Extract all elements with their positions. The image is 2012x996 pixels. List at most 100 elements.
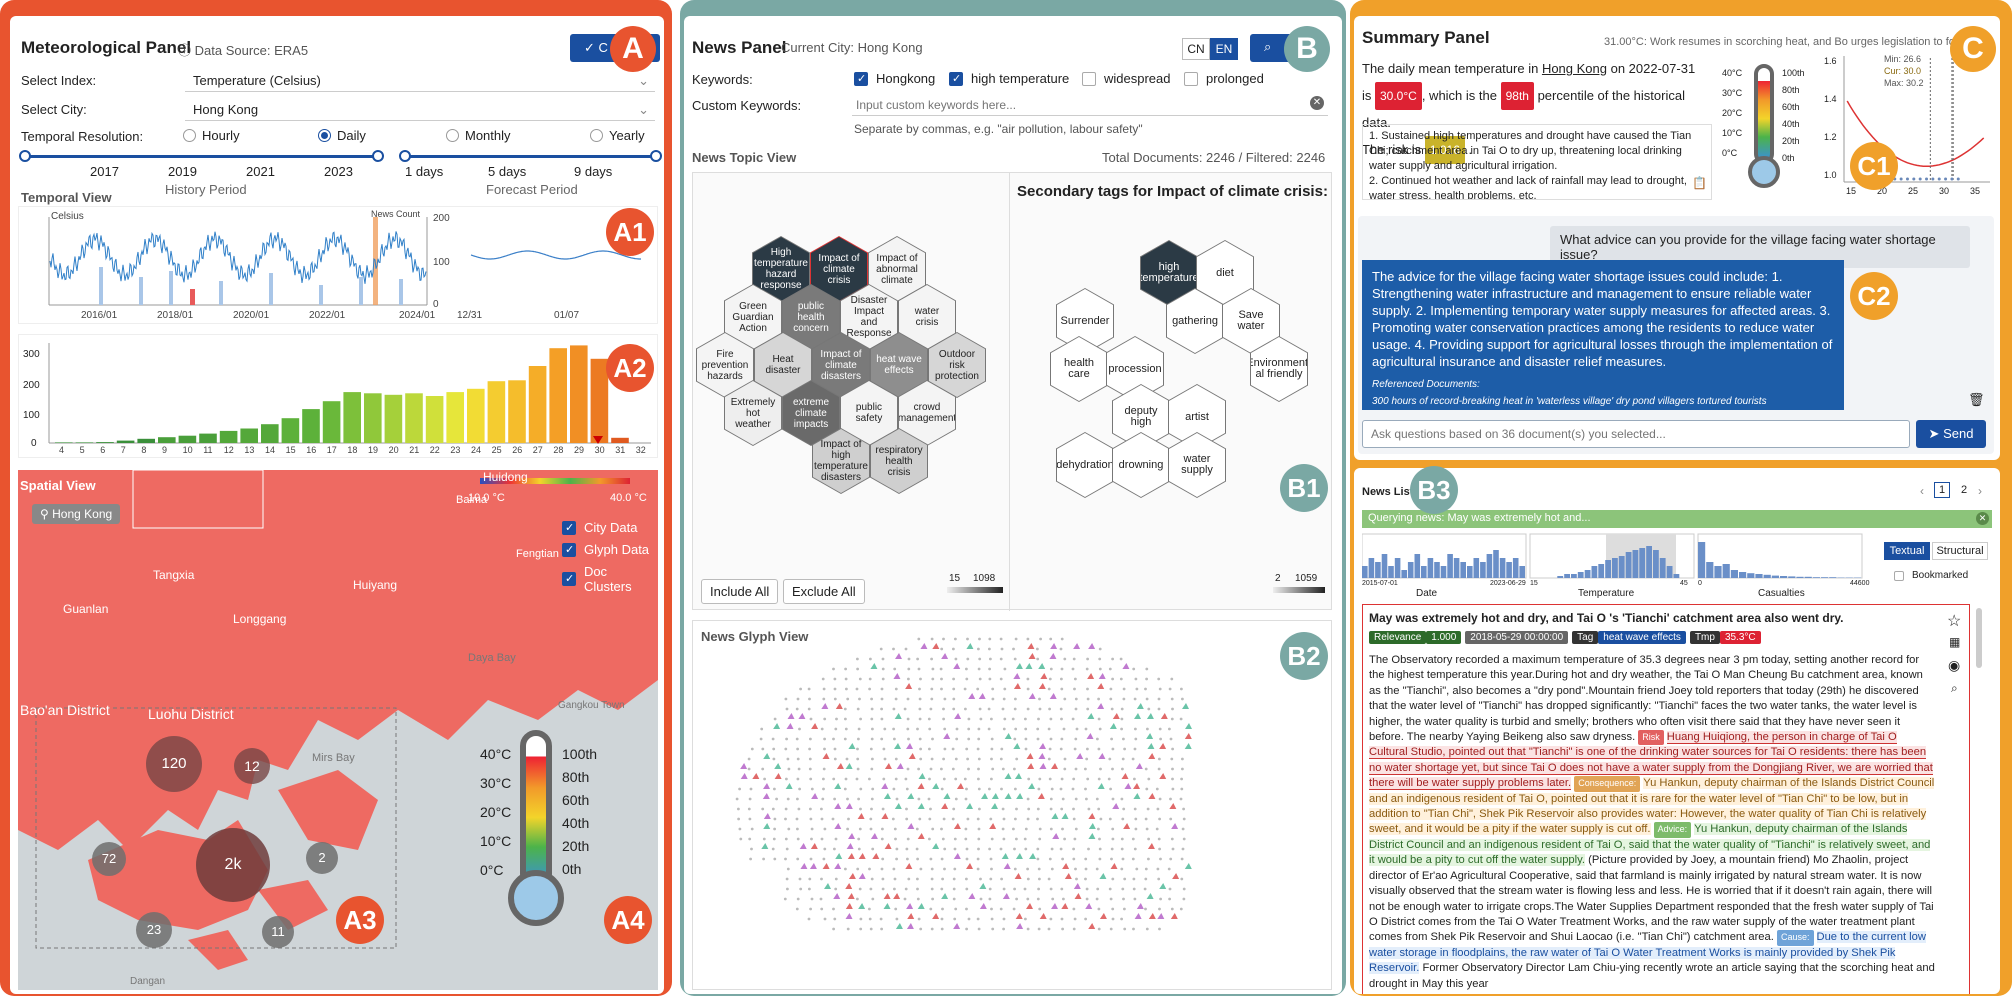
news-glyph[interactable]: [978, 693, 986, 699]
exclude-all-button[interactable]: Exclude All: [783, 579, 865, 604]
doc-cluster[interactable]: 120: [146, 736, 202, 792]
histogram-bar[interactable]: [570, 345, 588, 443]
radio-hourly[interactable]: Hourly: [183, 128, 240, 143]
news-glyph[interactable]: [1184, 743, 1192, 749]
news-glyph[interactable]: [883, 893, 891, 899]
news-glyph[interactable]: [1169, 803, 1177, 809]
histogram-bar[interactable]: [446, 392, 464, 443]
news-glyph[interactable]: [906, 903, 914, 909]
news-glyph[interactable]: [989, 823, 997, 829]
histogram-bar[interactable]: [55, 442, 73, 443]
news-glyph[interactable]: [1098, 753, 1106, 759]
news-glyph[interactable]: [943, 793, 951, 799]
histogram-bar[interactable]: [199, 433, 217, 443]
news-glyph[interactable]: [1146, 893, 1154, 899]
news-glyph[interactable]: [883, 903, 891, 909]
news-glyph[interactable]: [800, 863, 808, 869]
histogram-bar[interactable]: [219, 430, 238, 443]
secondary-hex[interactable]: dehydration: [1057, 433, 1113, 497]
news-glyph[interactable]: [845, 903, 853, 909]
news-glyph[interactable]: [858, 853, 866, 859]
news-glyph[interactable]: [1160, 713, 1168, 719]
news-glyph[interactable]: [1097, 783, 1105, 789]
news-glyph[interactable]: [763, 823, 771, 829]
news-glyph[interactable]: [1013, 673, 1021, 679]
news-glyph[interactable]: [774, 773, 782, 779]
news-glyph[interactable]: [1121, 773, 1129, 779]
news-glyph[interactable]: [1001, 853, 1009, 859]
news-glyph[interactable]: [845, 883, 853, 889]
histogram-bar[interactable]: [75, 442, 94, 443]
news-glyph[interactable]: [953, 663, 961, 669]
history-slider[interactable]: [24, 155, 380, 158]
news-glyph[interactable]: [1097, 703, 1105, 709]
news-glyph[interactable]: [1133, 783, 1140, 789]
histogram-bar[interactable]: [240, 428, 258, 444]
news-glyph[interactable]: [1002, 893, 1010, 899]
news-glyph[interactable]: [822, 753, 830, 759]
history-handle-end[interactable]: [372, 150, 384, 162]
news-glyph[interactable]: [907, 913, 915, 919]
histogram-bar[interactable]: [508, 380, 526, 443]
news-glyph[interactable]: [1049, 693, 1057, 699]
news-glyph[interactable]: [881, 783, 889, 789]
close-query-icon[interactable]: ✕: [1976, 512, 1989, 525]
news-glyph[interactable]: [809, 863, 817, 869]
news-glyph[interactable]: [1061, 813, 1069, 819]
news-glyph[interactable]: [1026, 903, 1033, 909]
index-select[interactable]: Temperature (Celsius) ⌄: [185, 70, 655, 92]
histogram-bar[interactable]: [302, 409, 320, 443]
copy-icon[interactable]: 📋: [1692, 176, 1707, 190]
news-glyph[interactable]: [1136, 903, 1144, 909]
news-glyph[interactable]: [1085, 903, 1093, 909]
news-glyph[interactable]: [905, 683, 913, 689]
news-glyph[interactable]: [1015, 853, 1023, 859]
news-glyph[interactable]: [1061, 903, 1069, 909]
page-1[interactable]: 1: [1934, 482, 1950, 498]
textual-toggle[interactable]: Textual: [1884, 542, 1930, 560]
send-button[interactable]: ➤ Send: [1916, 420, 1986, 448]
news-glyph[interactable]: [1064, 873, 1072, 879]
custom-keywords-input[interactable]: [852, 94, 1328, 116]
news-glyph[interactable]: [1039, 743, 1046, 749]
news-glyph[interactable]: [1051, 903, 1058, 909]
secondary-hex[interactable]: gathering: [1167, 289, 1223, 353]
news-glyph[interactable]: [858, 873, 866, 879]
news-glyph[interactable]: [884, 843, 892, 849]
news-glyph[interactable]: [1099, 913, 1107, 919]
news-glyph[interactable]: [1013, 683, 1021, 689]
news-card[interactable]: May was extremely hot and dry, and Tai O…: [1362, 604, 1970, 994]
news-glyph[interactable]: [773, 723, 781, 729]
news-glyph[interactable]: [917, 803, 925, 809]
news-glyph[interactable]: [1014, 873, 1022, 879]
news-glyph[interactable]: [1148, 913, 1156, 919]
table-icon[interactable]: ▦: [1949, 635, 1961, 649]
kw-hongkong[interactable]: Hongkong: [854, 71, 935, 86]
news-glyph[interactable]: [1016, 923, 1024, 929]
news-glyph[interactable]: [932, 643, 940, 649]
news-glyph[interactable]: [811, 793, 819, 799]
news-glyph[interactable]: [834, 803, 842, 809]
histogram-bar[interactable]: [611, 437, 629, 443]
news-glyph[interactable]: [833, 893, 841, 899]
news-glyph[interactable]: [1088, 833, 1096, 839]
news-glyph[interactable]: [835, 853, 843, 859]
news-glyph[interactable]: [1087, 713, 1095, 719]
search-icon[interactable]: ⌕: [1951, 681, 1958, 695]
forecast-slider[interactable]: [404, 155, 656, 158]
news-glyph[interactable]: [1097, 683, 1105, 689]
news-glyph[interactable]: [1147, 843, 1155, 849]
news-glyph[interactable]: [1171, 823, 1179, 829]
news-glyph[interactable]: [810, 843, 818, 849]
news-glyph[interactable]: [846, 843, 854, 849]
news-glyph[interactable]: [1184, 733, 1192, 739]
news-glyph[interactable]: [1123, 823, 1131, 829]
news-glyph[interactable]: [1122, 663, 1130, 669]
news-glyph[interactable]: [1147, 743, 1155, 749]
news-glyph[interactable]: [907, 823, 915, 829]
news-glyph[interactable]: [762, 793, 770, 799]
secondary-hex[interactable]: procession: [1107, 337, 1163, 401]
news-glyph[interactable]: [1029, 853, 1036, 859]
forecast-handle-start[interactable]: [399, 150, 411, 162]
news-glyph[interactable]: [932, 843, 940, 849]
